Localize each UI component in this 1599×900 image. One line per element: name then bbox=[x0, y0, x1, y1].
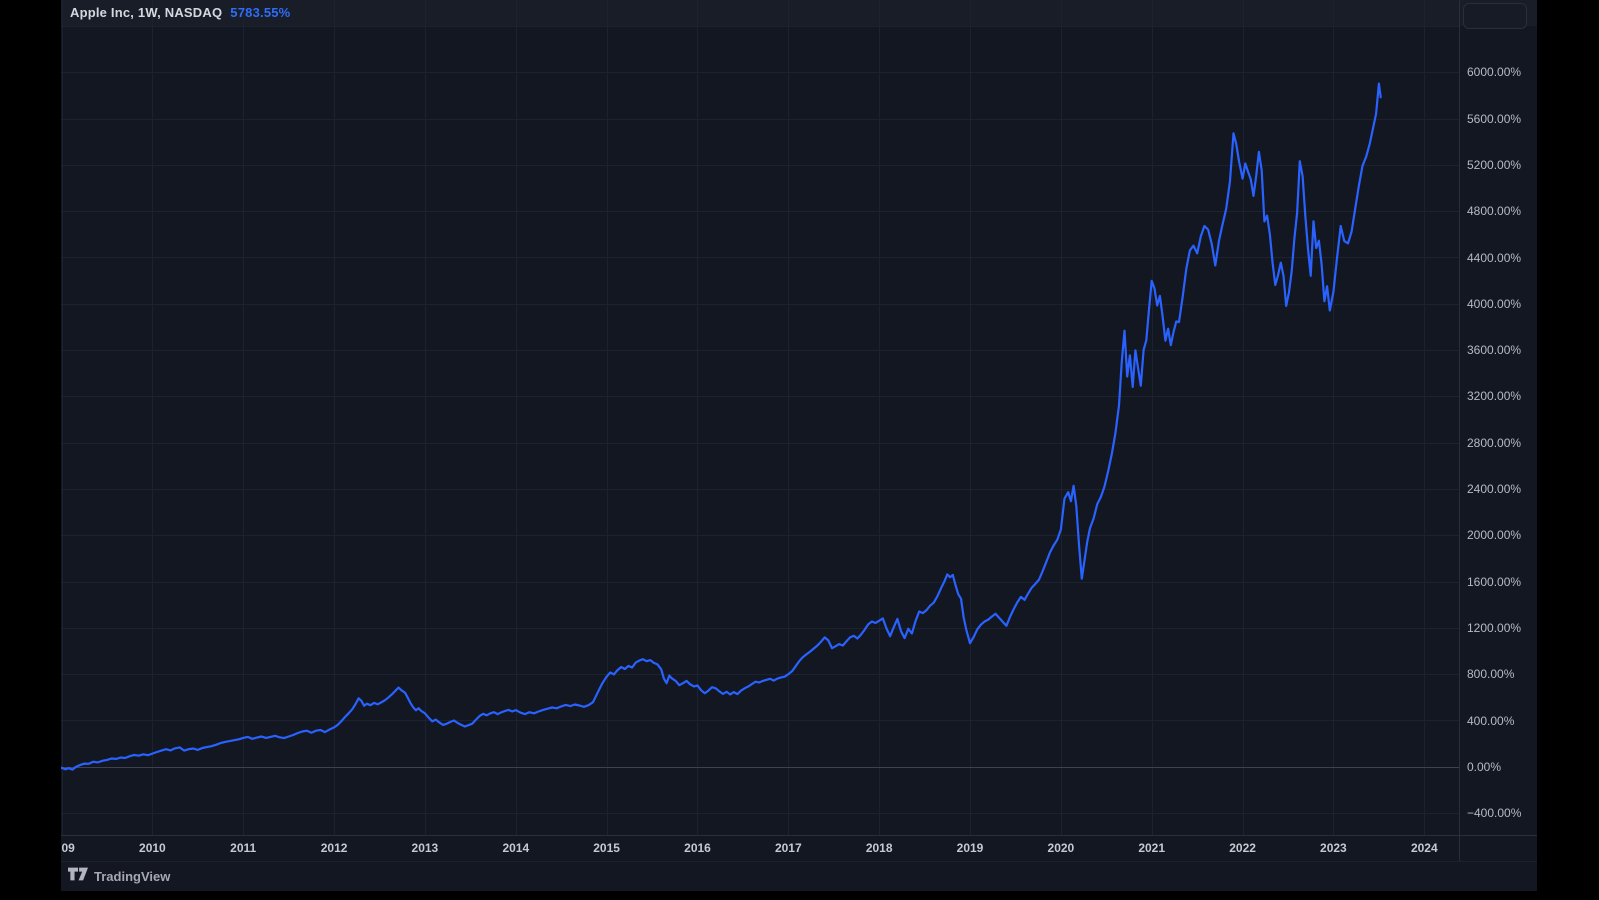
footer-bar: TradingView bbox=[61, 861, 1537, 891]
time-axis-label: 2015 bbox=[593, 841, 620, 855]
price-axis-label: 2000.00% bbox=[1467, 528, 1522, 543]
time-axis-label: 2018 bbox=[865, 841, 893, 855]
time-axis-label: 2022 bbox=[1229, 841, 1256, 855]
time-axis[interactable]: 2009 2010 2011 2012 2013 2014 2015 2016 2017 2018… bbox=[61, 835, 1459, 862]
price-axis-label: 2400.00% bbox=[1467, 482, 1522, 496]
top-band bbox=[61, 0, 1537, 26]
time-axis-label: 2017 bbox=[774, 841, 802, 855]
price-axis-label: 5200.00% bbox=[1467, 157, 1522, 172]
symbol-title: Apple Inc, 1W, NASDAQ bbox=[70, 5, 223, 20]
symbol-change-value: 5783.55% bbox=[230, 5, 291, 20]
price-axis[interactable]: 6000.00% 5600.00% 5200.00% 4800.00% 4400.00%… bbox=[1459, 0, 1537, 835]
tradingview-logo-icon[interactable] bbox=[68, 867, 88, 886]
chart-window: Apple Inc, 1W, NASDAQ 5783.55% 6000.00% 56… bbox=[61, 0, 1537, 891]
price-axis-label: 400.00% bbox=[1467, 713, 1515, 728]
price-axis-label: 4400.00% bbox=[1467, 250, 1522, 265]
price-axis-label: 3600.00% bbox=[1467, 343, 1522, 358]
time-axis-label: 2014 bbox=[502, 841, 530, 855]
price-axis-label: 5600.00% bbox=[1467, 111, 1522, 126]
time-axis-label: 2016 bbox=[684, 841, 711, 855]
chart-canvas[interactable] bbox=[61, 0, 1459, 835]
chart-pane[interactable]: Apple Inc, 1W, NASDAQ 5783.55% bbox=[61, 0, 1459, 835]
price-axis-label: 1200.00% bbox=[1467, 620, 1522, 635]
time-axis-label: 2010 bbox=[139, 841, 166, 855]
time-axis-label: 2020 bbox=[1047, 841, 1075, 855]
price-series-line bbox=[61, 82, 1382, 771]
time-axis-label: 2011 bbox=[230, 841, 257, 855]
price-axis-label: 4000.00% bbox=[1467, 296, 1522, 311]
price-axis-label: 3200.00% bbox=[1467, 389, 1522, 404]
price-axis-label: 6000.00% bbox=[1467, 65, 1522, 80]
time-axis-label: 2021 bbox=[1138, 841, 1166, 855]
time-axis-label: 2024 bbox=[1410, 841, 1438, 855]
price-axis-settings-button[interactable] bbox=[1463, 3, 1527, 29]
price-axis-label: 2800.00% bbox=[1467, 435, 1522, 450]
price-axis-label: 800.00% bbox=[1467, 667, 1515, 682]
price-axis-label: −400.00% bbox=[1467, 806, 1522, 821]
price-axis-label: 4800.00% bbox=[1467, 204, 1522, 219]
tradingview-brand-text[interactable]: TradingView bbox=[94, 869, 171, 884]
time-axis-label: 2009 bbox=[61, 841, 75, 855]
time-axis-label: 2012 bbox=[320, 841, 348, 855]
symbol-legend[interactable]: Apple Inc, 1W, NASDAQ 5783.55% bbox=[70, 5, 290, 20]
time-axis-label: 2019 bbox=[956, 841, 984, 855]
time-axis-label: 2023 bbox=[1320, 841, 1347, 855]
price-axis-label: 1600.00% bbox=[1467, 574, 1522, 589]
axis-corner bbox=[1459, 835, 1537, 861]
price-axis-label: 0.00% bbox=[1467, 759, 1502, 774]
time-axis-label: 2013 bbox=[411, 841, 439, 855]
